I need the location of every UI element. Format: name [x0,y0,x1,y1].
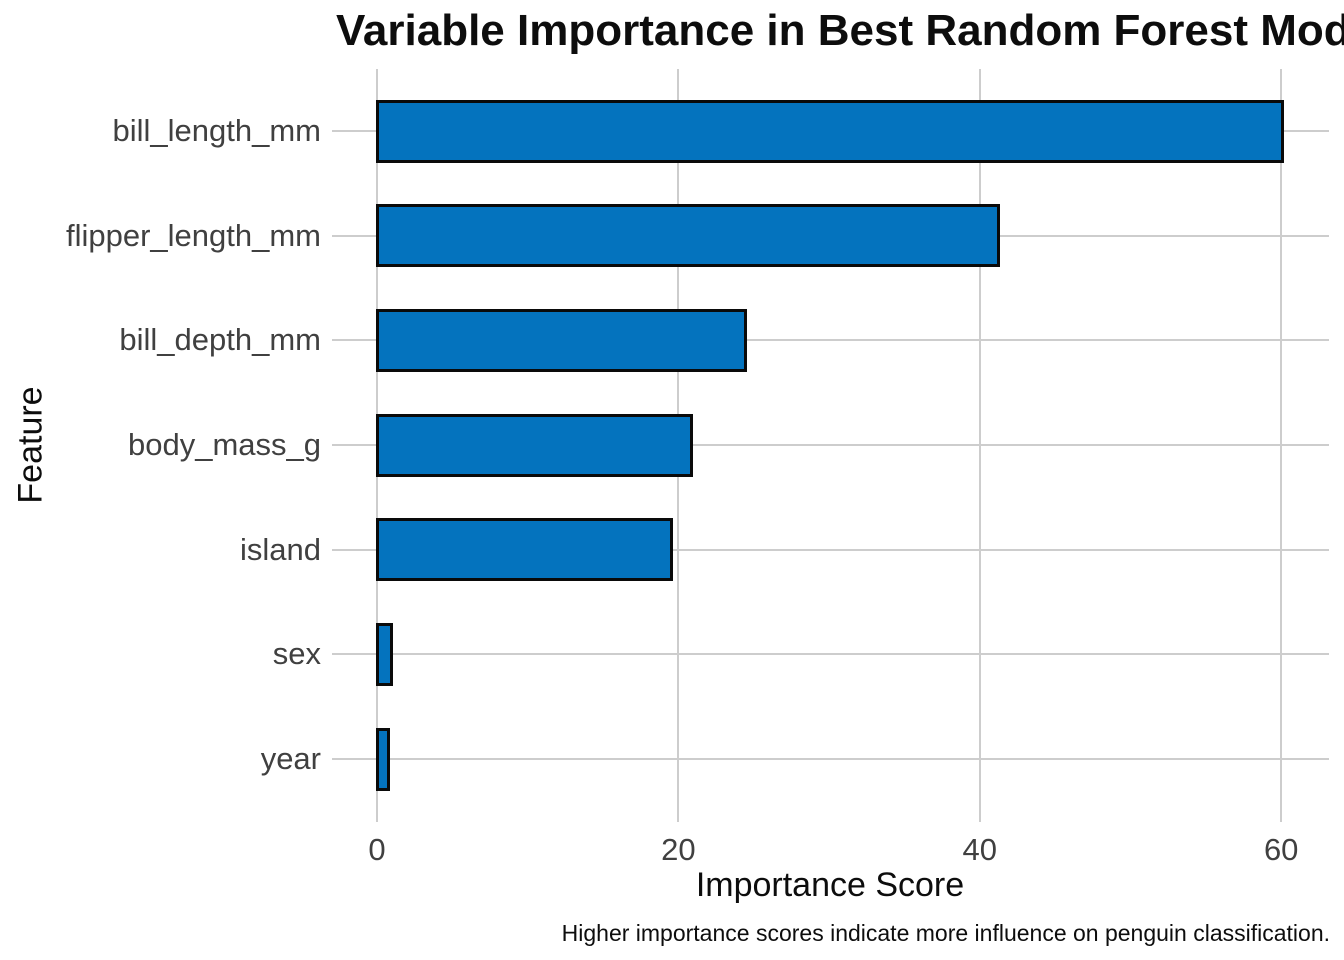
bar-island [376,518,674,582]
y-tick-label: sex [272,636,321,672]
x-tick-label: 40 [962,832,998,867]
x-tick-label: 20 [661,832,696,867]
y-tick-label: year [260,741,321,777]
v-gridline [1280,69,1283,822]
h-gridline [332,653,1329,656]
bar-bill_depth_mm [376,308,748,372]
y-tick-label: bill_depth_mm [119,322,321,358]
v-gridline [978,69,981,822]
h-gridline [332,758,1329,761]
bar-sex [376,622,394,686]
bar-bill_length_mm [376,99,1284,163]
x-axis-title: Importance Score [695,866,965,904]
bar-year [376,727,391,791]
y-tick-label: island [240,531,321,567]
y-axis-title: Feature [11,386,50,504]
h-gridline [332,444,1329,446]
x-tick-label: 60 [1263,832,1299,867]
plot-panel [332,69,1329,822]
h-gridline [332,548,1329,551]
y-tick-label: body_mass_g [127,427,321,462]
h-gridline [332,339,1329,342]
y-tick-label: bill_length_mm [112,113,322,148]
chart-caption: Higher importance scores indicate more i… [561,920,1330,946]
bar-flipper_length_mm [376,204,1001,268]
y-tick-label: flipper_length_mm [65,217,321,253]
x-tick-label: 0 [368,832,386,867]
bar-body_mass_g [376,413,693,477]
chart-title: Variable Importance in Best Random Fores… [336,6,1344,55]
